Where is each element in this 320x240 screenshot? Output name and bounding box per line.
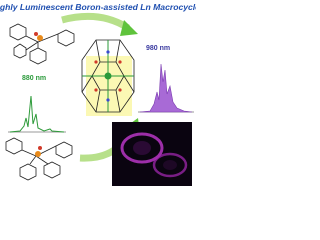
graphical-abstract: Highly Luminescent Boron-assisted Ln Mac… (0, 2, 196, 186)
arrow (61, 12, 130, 31)
arrow-head (120, 20, 138, 36)
spectrum-nir-2 (138, 63, 194, 113)
spectrum-label: 980 nm (146, 45, 170, 52)
macrocycle (81, 39, 135, 116)
molecule-bottom (5, 137, 73, 181)
spectrum-label: 880 nm (22, 75, 46, 82)
spectrum-nir-1 (8, 95, 66, 133)
page: {"title": "Highly Luminescent Boron-assi… (0, 0, 196, 189)
title: Highly Luminescent Boron-assisted Ln Mac… (0, 2, 196, 12)
molecule-top (9, 23, 75, 65)
cell-image (112, 122, 192, 186)
